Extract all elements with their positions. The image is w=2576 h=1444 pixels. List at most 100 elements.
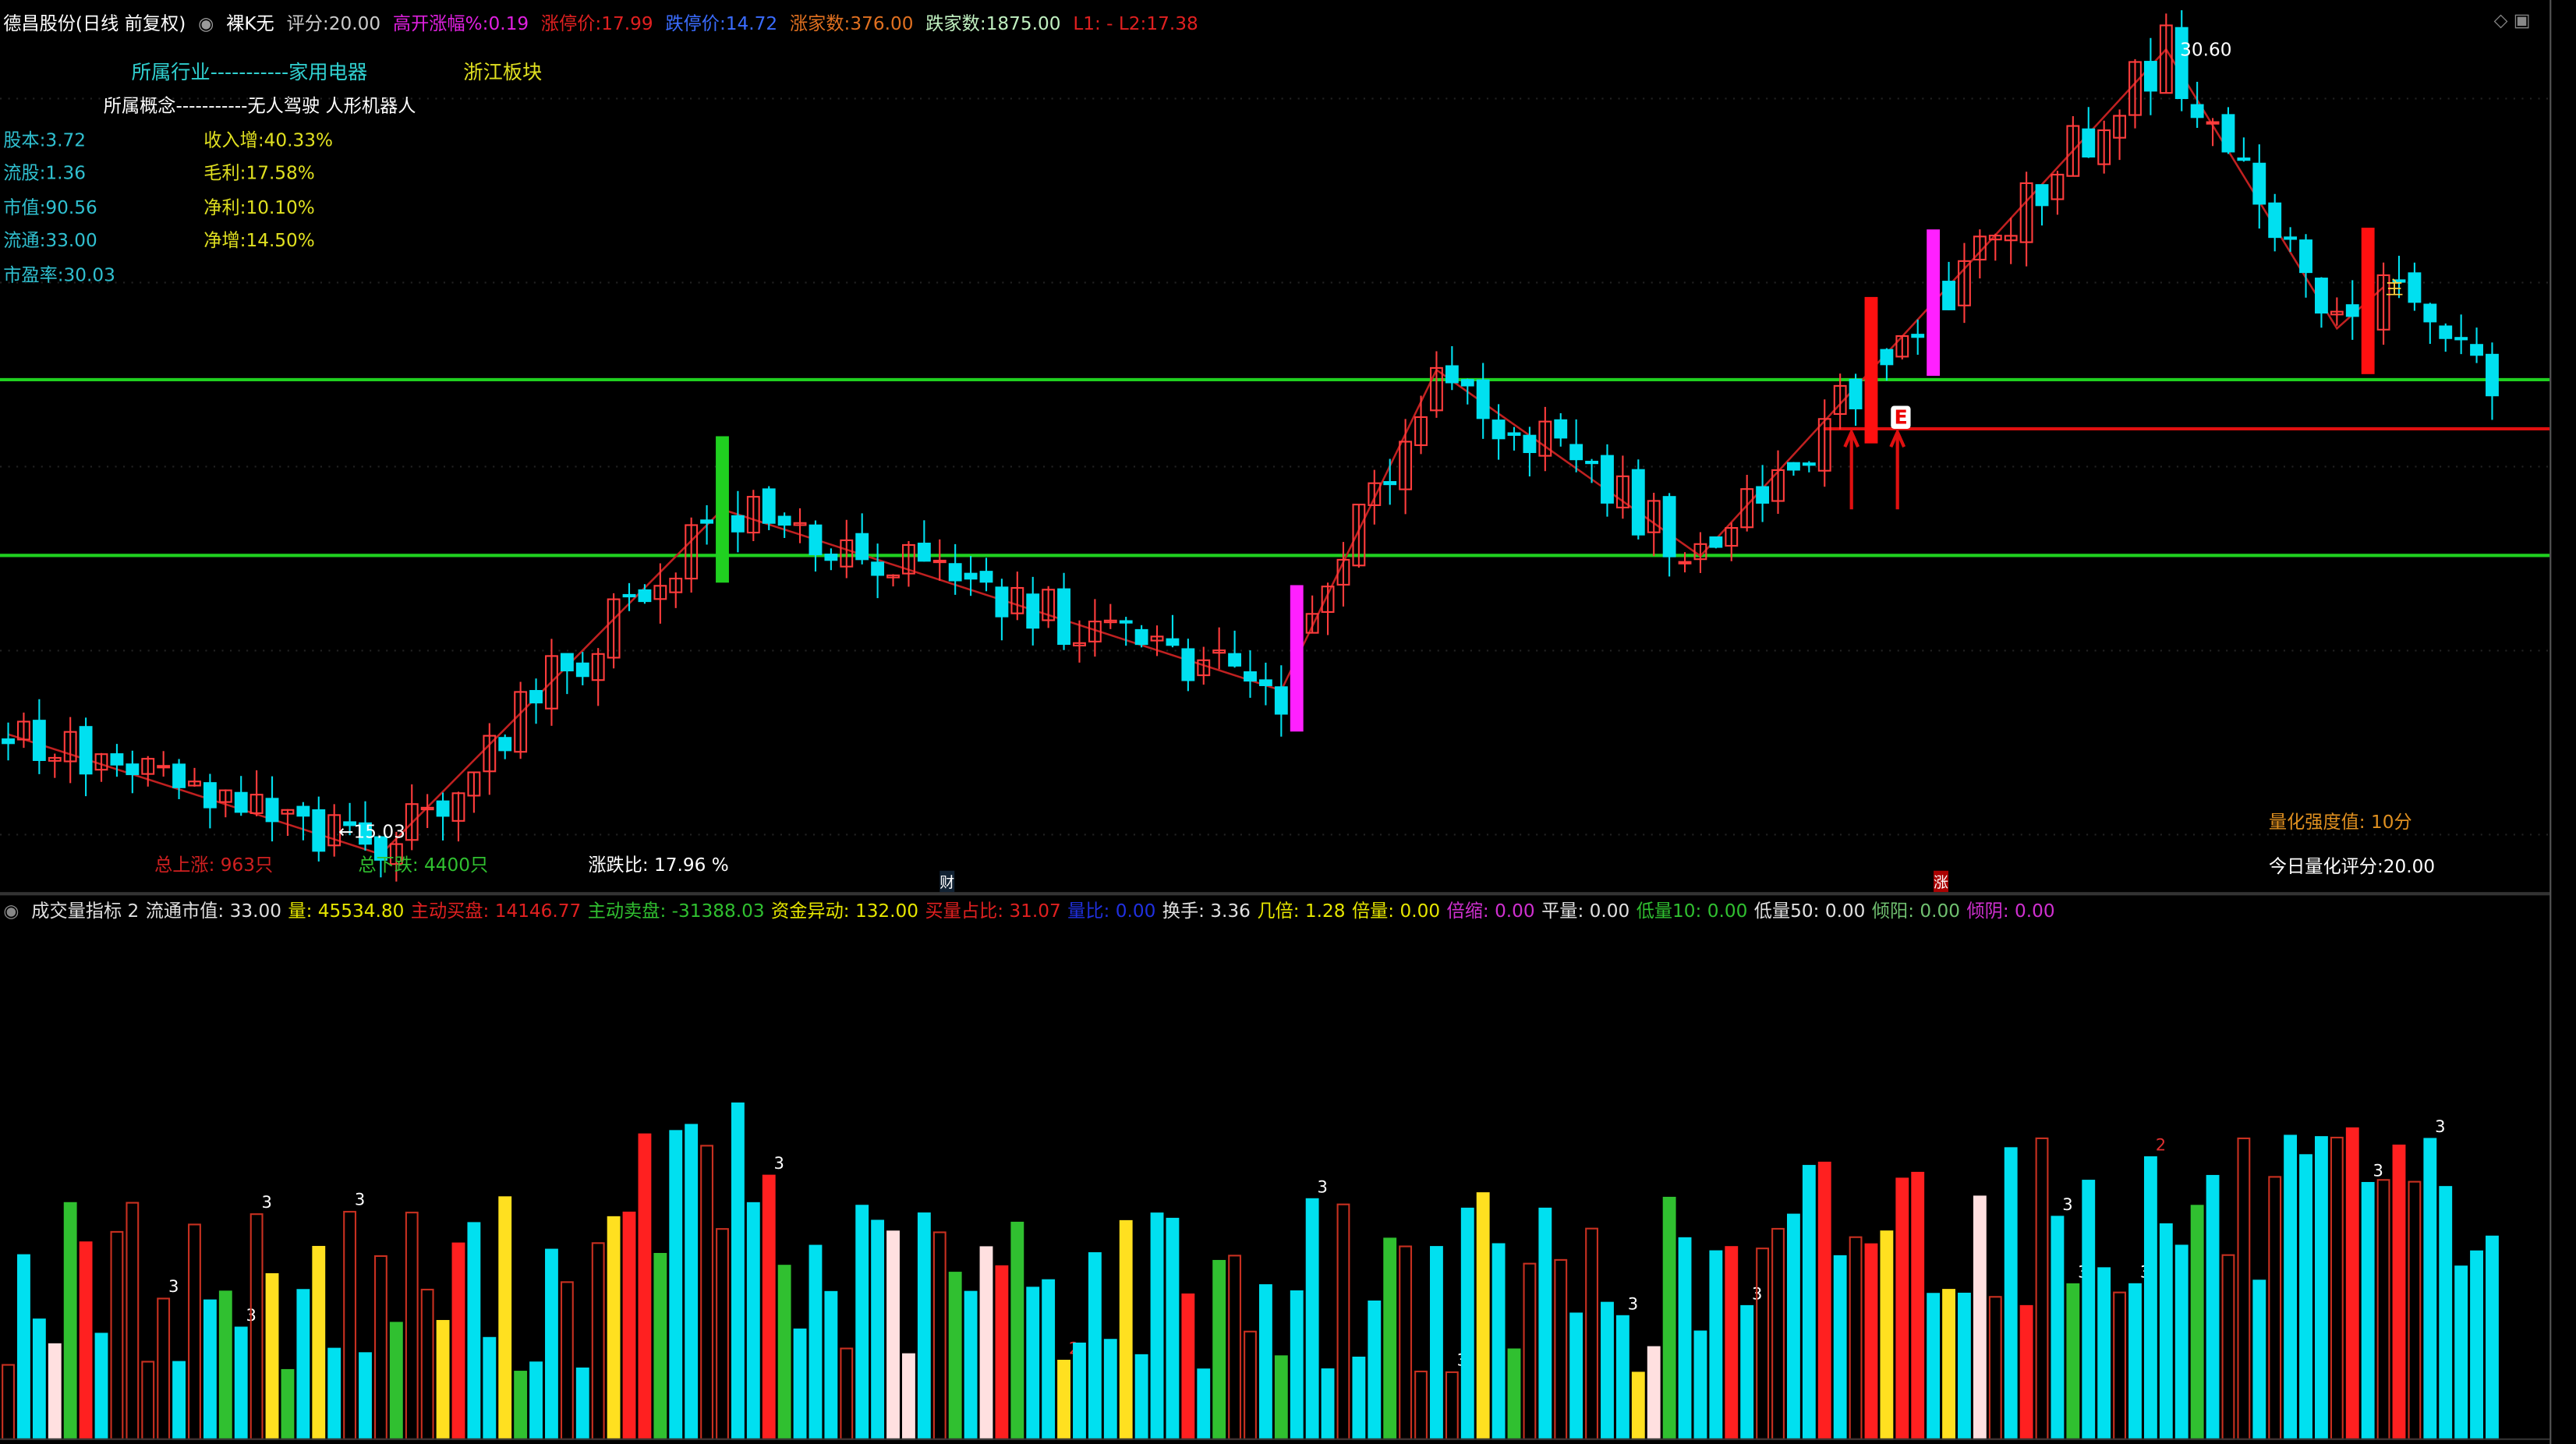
volume-bar xyxy=(2019,1304,2033,1440)
header-bar: 德昌股份(日线 前复权) ◉ 裸K无 评分:20.00 高开涨幅%:0.19 涨… xyxy=(3,10,1205,37)
candle xyxy=(2113,115,2127,139)
volume-bar xyxy=(1740,1304,1754,1440)
volume-bar xyxy=(746,1202,760,1440)
fundamentals-right: 收入增:40.33% 毛利:17.58% 净利:10.10% 净增:14.50% xyxy=(203,125,333,259)
volume-bar xyxy=(2035,1137,2049,1440)
candle xyxy=(1244,671,1257,682)
candle xyxy=(1383,481,1397,486)
panel-divider[interactable] xyxy=(0,892,2550,896)
region-label: 浙江板块 xyxy=(463,60,543,84)
candle xyxy=(1864,296,1878,444)
candle xyxy=(2004,235,2018,242)
indicator-item: 量比: 0.00 xyxy=(1067,900,1156,922)
indicator-item: 倾阳: 0.00 xyxy=(1871,900,1961,922)
volume-bar xyxy=(824,1290,838,1440)
candle xyxy=(1895,334,1909,358)
volume-bar xyxy=(2439,1186,2453,1440)
volume-bar xyxy=(1088,1252,1102,1440)
volume-bar xyxy=(1491,1243,1506,1440)
indicator-icon[interactable]: ◉ xyxy=(3,900,19,922)
settings-icon[interactable]: ◉ xyxy=(198,12,214,35)
buy-arrow-icon xyxy=(1843,427,1860,448)
candle xyxy=(2268,202,2282,239)
volume-bar xyxy=(886,1230,900,1440)
window-icons[interactable]: ◇ ▣ xyxy=(2493,9,2531,32)
volume-bar xyxy=(793,1328,807,1440)
candle xyxy=(2097,129,2111,165)
mode-label[interactable]: 裸K无 xyxy=(226,12,274,35)
candle xyxy=(110,753,124,766)
volume-bar xyxy=(126,1202,140,1440)
indicator-item: 几倍: 1.28 xyxy=(1257,900,1346,922)
volume-bar xyxy=(871,1219,885,1440)
candle xyxy=(979,571,993,583)
volume-bar xyxy=(483,1336,497,1440)
candle xyxy=(1258,679,1272,686)
volume-bar xyxy=(1958,1292,1971,1440)
volume-bar xyxy=(218,1290,232,1440)
candle xyxy=(451,792,465,822)
volume-bar xyxy=(2082,1180,2096,1440)
candle xyxy=(1756,486,1770,504)
volume-bar xyxy=(1647,1346,1661,1440)
candle xyxy=(1212,649,1226,654)
finance-marker[interactable]: 财 xyxy=(939,870,955,893)
candle xyxy=(964,572,978,580)
indicator-item: 倍量: 0.00 xyxy=(1351,900,1441,922)
gap-value: 0.19 xyxy=(488,12,529,35)
volume-bar xyxy=(265,1272,279,1440)
candle xyxy=(32,720,46,761)
volume-bar xyxy=(1476,1192,1490,1440)
candle xyxy=(1119,620,1133,624)
candle xyxy=(1088,621,1102,642)
candle xyxy=(1150,635,1164,642)
limit-down-label: 跌停价: xyxy=(665,12,726,35)
volume-bar xyxy=(700,1145,714,1440)
candle xyxy=(1662,496,1676,557)
volume-bar xyxy=(2284,1134,2298,1440)
candle xyxy=(1042,589,1056,621)
volume-label: 3 xyxy=(261,1192,271,1212)
volume-bar xyxy=(1786,1213,1800,1440)
candle xyxy=(793,522,807,526)
volume-bar xyxy=(1383,1237,1397,1440)
volume-bar xyxy=(2268,1176,2282,1440)
fundamentals-left: 股本:3.72 流股:1.36 市值:90.56 流通:33.00 市盈率:30… xyxy=(3,125,115,292)
volume-bar xyxy=(777,1265,791,1440)
candle xyxy=(2423,303,2437,323)
volume-label: 3 xyxy=(1317,1177,1327,1196)
volume-bar xyxy=(1244,1330,1257,1440)
volume-bar xyxy=(1290,1290,1304,1440)
stock-title[interactable]: 德昌股份(日线 前复权) xyxy=(3,12,186,35)
volume-bar xyxy=(1305,1198,1319,1440)
volume-bar xyxy=(498,1196,512,1440)
volume-bar xyxy=(2,1364,15,1440)
candle xyxy=(809,524,823,556)
score-value: 20.00 xyxy=(328,12,381,35)
candle xyxy=(2190,104,2204,119)
candle xyxy=(2454,337,2468,341)
volume-bar xyxy=(1693,1330,1707,1440)
limit-up-label: 涨停价: xyxy=(540,12,602,35)
volume-bar xyxy=(2330,1136,2344,1440)
volume-bar xyxy=(2190,1205,2204,1440)
volume-bar xyxy=(48,1343,62,1440)
volume-bar xyxy=(2392,1145,2406,1440)
candle xyxy=(2035,184,2049,207)
candle xyxy=(1010,586,1024,614)
candle xyxy=(2159,24,2173,94)
volume-bar xyxy=(94,1333,108,1440)
rise-marker[interactable]: 涨 xyxy=(1934,870,1949,893)
candlestick-chart[interactable] xyxy=(0,0,2550,895)
indicator-item: 资金异动: 132.00 xyxy=(771,900,919,922)
volume-bar xyxy=(1569,1312,1583,1440)
volume-label: 3 xyxy=(168,1276,179,1296)
volume-bar xyxy=(405,1212,419,1440)
volume-bar xyxy=(249,1213,264,1440)
volume-bar xyxy=(2174,1244,2189,1440)
candle xyxy=(234,791,248,813)
volume-bar xyxy=(902,1353,915,1440)
volume-bar xyxy=(1258,1284,1272,1440)
candle xyxy=(545,655,558,710)
